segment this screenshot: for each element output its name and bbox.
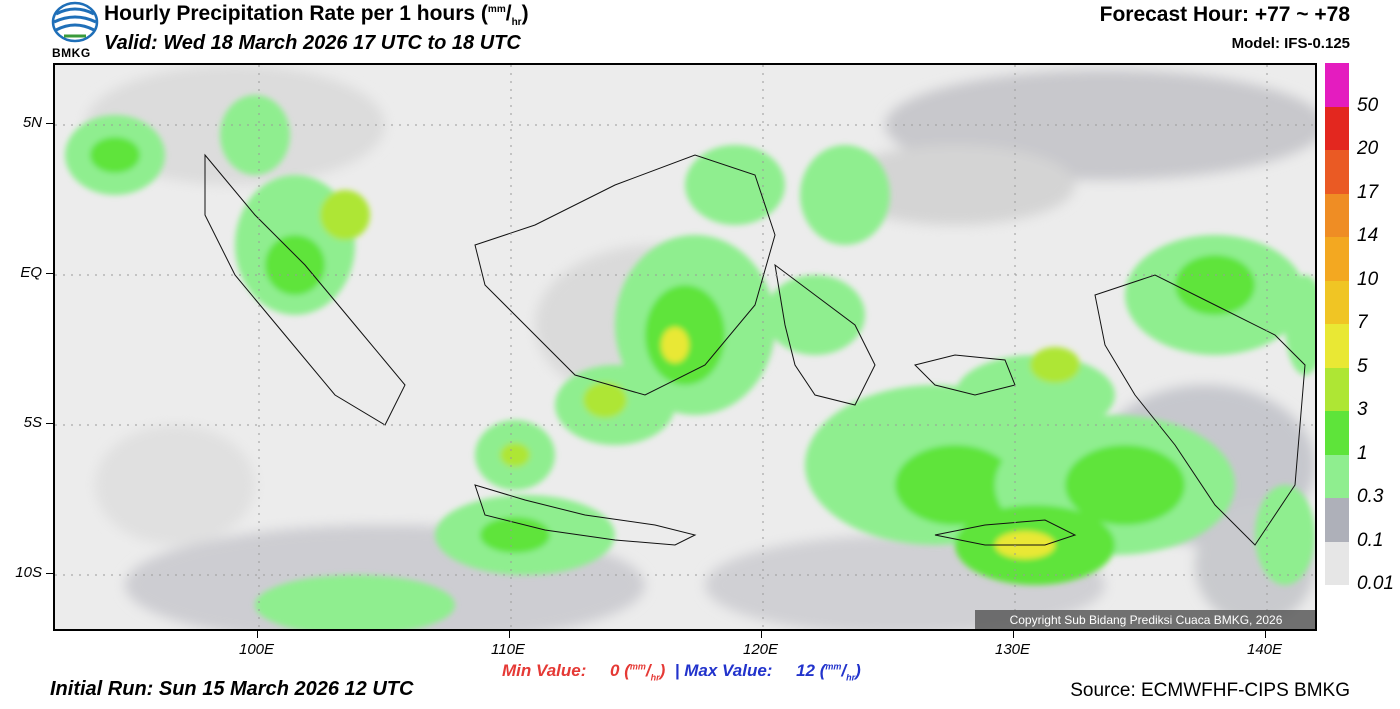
source-text: Source: ECMWFHF-CIPS BMKG bbox=[1070, 680, 1350, 701]
color-scale-segment bbox=[1325, 454, 1349, 498]
color-scale-label: 3 bbox=[1357, 399, 1368, 420]
lon-label-110e: 110E bbox=[491, 641, 525, 658]
logo-text: BMKG bbox=[52, 46, 91, 60]
lat-tick bbox=[46, 423, 53, 424]
color-scale-segment bbox=[1325, 280, 1349, 324]
lon-label-120e: 120E bbox=[743, 641, 779, 658]
color-scale-segment bbox=[1325, 498, 1349, 542]
max-value-unit: (mm/hr) bbox=[819, 661, 861, 683]
lon-label-100e: 100E bbox=[239, 641, 275, 658]
lon-tick bbox=[1265, 631, 1266, 638]
bmkg-logo bbox=[50, 0, 100, 60]
lat-tick bbox=[46, 273, 53, 274]
lon-tick bbox=[257, 631, 258, 638]
color-scale-segment bbox=[1325, 237, 1349, 281]
color-scale-segment bbox=[1325, 106, 1349, 150]
lat-label-eq: EQ bbox=[20, 264, 42, 281]
color-scale-label: 20 bbox=[1357, 138, 1379, 159]
title-text: Hourly Precipitation Rate per 1 hours bbox=[104, 2, 476, 25]
color-scale-label: 0.01 bbox=[1357, 573, 1394, 594]
color-scale-label: 7 bbox=[1357, 312, 1368, 333]
color-scale-segment bbox=[1325, 367, 1349, 411]
max-value-label: Max Value: bbox=[684, 661, 773, 680]
lon-label-140e: 140E bbox=[1247, 641, 1283, 658]
precipitation-map: Copyright Sub Bidang Prediksi Cuaca BMKG… bbox=[53, 63, 1317, 631]
min-value: 0 bbox=[610, 661, 620, 680]
model-name: Model: IFS-0.125 bbox=[1231, 35, 1350, 52]
color-scale-label: 0.1 bbox=[1357, 529, 1384, 551]
color-scale-segment bbox=[1325, 324, 1349, 368]
chart-title: Hourly Precipitation Rate per 1 hours (m… bbox=[104, 2, 529, 29]
color-scale-label: 10 bbox=[1357, 268, 1379, 290]
max-value: 12 bbox=[796, 661, 815, 680]
color-scale-label: 17 bbox=[1357, 181, 1379, 203]
precip-field-green bbox=[65, 95, 1315, 629]
color-scale-label: 0.3 bbox=[1357, 486, 1384, 507]
min-max-values: Min Value: 0 (mm/hr) | Max Value: 12 (mm… bbox=[502, 661, 861, 682]
lat-tick bbox=[46, 123, 53, 124]
forecast-hour: Forecast Hour: +77 ~ +78 bbox=[1099, 3, 1350, 26]
valid-time: Valid: Wed 18 March 2026 17 UTC to 18 UT… bbox=[104, 32, 521, 54]
title-unit-num: mm bbox=[487, 4, 506, 15]
color-scale-label: 14 bbox=[1357, 225, 1379, 246]
lon-tick bbox=[1013, 631, 1014, 638]
color-scale-segment bbox=[1325, 150, 1349, 194]
lon-tick bbox=[509, 631, 510, 638]
graticule bbox=[55, 65, 1315, 629]
lon-tick bbox=[761, 631, 762, 638]
map-canvas bbox=[55, 65, 1315, 629]
copyright-notice: Copyright Sub Bidang Prediksi Cuaca BMKG… bbox=[975, 610, 1315, 629]
color-scale-segment bbox=[1325, 193, 1349, 237]
color-scale-segment bbox=[1325, 411, 1349, 455]
lat-label-5s: 5S bbox=[23, 414, 42, 431]
color-scale-label: 5 bbox=[1357, 355, 1368, 377]
color-scale bbox=[1325, 63, 1349, 585]
lat-tick bbox=[46, 573, 53, 574]
lon-label-130e: 130E bbox=[995, 641, 1031, 658]
color-scale-segment bbox=[1325, 541, 1349, 585]
lat-label-10s: 10S bbox=[15, 564, 42, 581]
lat-label-5n: 5N bbox=[22, 114, 42, 131]
title-unit-den: hr bbox=[511, 17, 522, 29]
min-value-label: Min Value: bbox=[502, 661, 587, 680]
min-value-unit: (mm/hr) bbox=[624, 661, 666, 683]
initial-run: Initial Run: Sun 15 March 2026 12 UTC bbox=[50, 678, 414, 700]
separator: | bbox=[674, 661, 680, 680]
color-scale-label: 1 bbox=[1357, 442, 1368, 464]
color-scale-label: 50 bbox=[1357, 94, 1379, 116]
color-scale-segment bbox=[1325, 63, 1349, 107]
